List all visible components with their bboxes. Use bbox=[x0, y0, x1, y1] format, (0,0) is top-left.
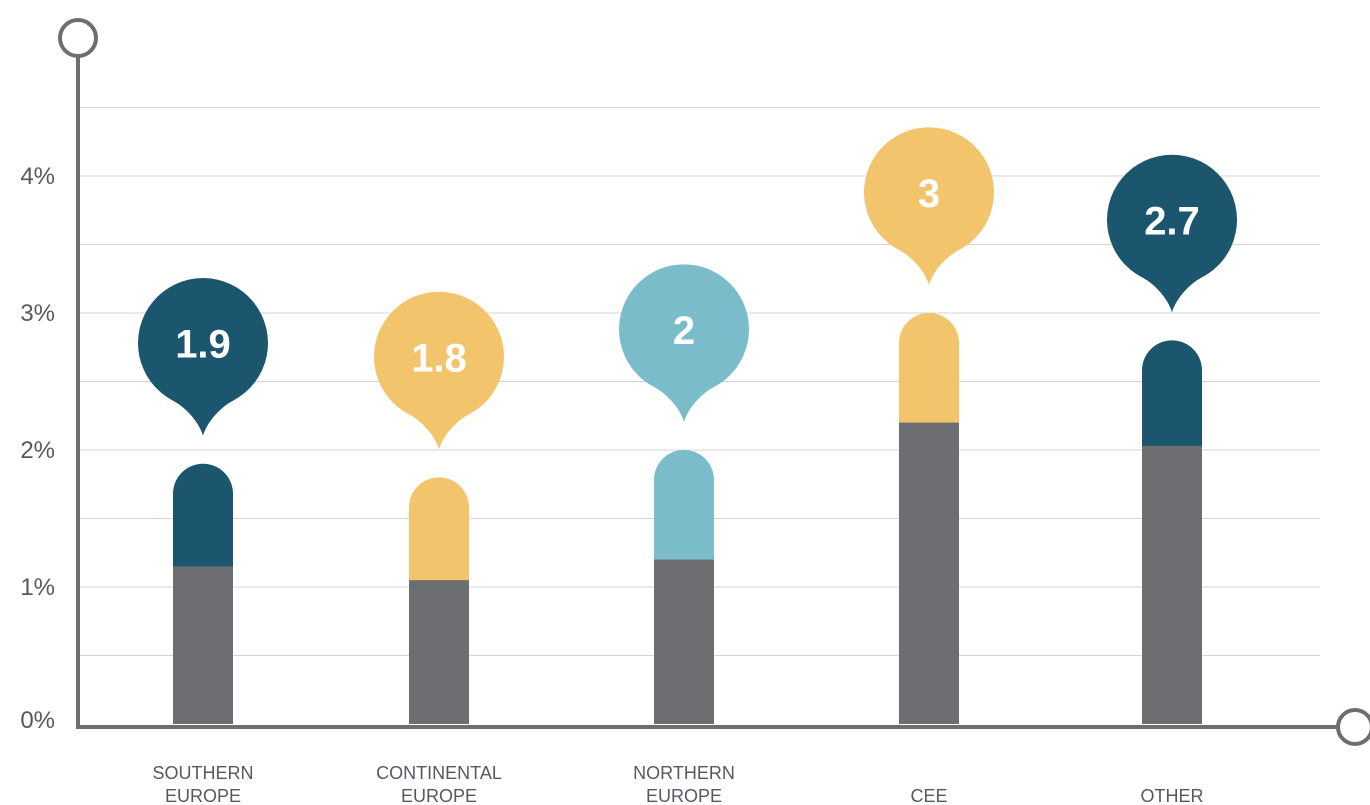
category-label: NORTHERN bbox=[633, 763, 735, 783]
value-bubble bbox=[1107, 154, 1237, 313]
value-bubble-label: 1.8 bbox=[411, 336, 467, 380]
category-label: SOUTHERN bbox=[152, 763, 253, 783]
category-label: OTHER bbox=[1141, 786, 1204, 805]
value-bubble-label: 1.9 bbox=[175, 323, 231, 367]
y-tick-label: 3% bbox=[20, 300, 55, 327]
category-labels: SOUTHERN EUROPE CONTINENTAL EUROPE NORTHERN E… bbox=[152, 763, 1203, 805]
value-bubble bbox=[864, 127, 994, 285]
category-label: CONTINENTAL bbox=[376, 763, 502, 783]
bar-bottom-segment bbox=[899, 422, 959, 724]
x-axis-end-circle bbox=[1336, 708, 1370, 746]
bar-top-segment bbox=[1142, 340, 1202, 448]
bar-bottom-segment bbox=[409, 580, 469, 724]
bar-bottom-segment bbox=[173, 566, 233, 724]
bar-bottom-segment bbox=[1142, 445, 1202, 724]
bar-bottom-segment bbox=[654, 559, 714, 724]
y-tick-label: 2% bbox=[20, 437, 55, 464]
category-label: EUROPE bbox=[646, 786, 722, 805]
value-bubble bbox=[619, 264, 750, 422]
bar-top-segment bbox=[409, 477, 469, 583]
value-bubble bbox=[374, 291, 504, 450]
y-axis-end-circle bbox=[58, 18, 98, 58]
bar-top-segment bbox=[173, 463, 233, 569]
category-label: EUROPE bbox=[401, 786, 477, 805]
y-tick-label: 0% bbox=[20, 707, 55, 734]
y-tick-label: 1% bbox=[20, 574, 55, 601]
category-label: CEE bbox=[910, 786, 947, 805]
bar-top-segment bbox=[654, 450, 714, 562]
category-label: EUROPE bbox=[165, 786, 241, 805]
value-bubble-label: 2.7 bbox=[1144, 199, 1200, 243]
bar-top-segment bbox=[899, 313, 959, 425]
axes bbox=[58, 18, 1370, 746]
bars bbox=[173, 313, 1202, 724]
y-tick-labels: 0% 1% 2% 3% 4% bbox=[20, 163, 55, 734]
value-bubble-label: 2 bbox=[673, 309, 695, 353]
value-bubble-label: 3 bbox=[918, 172, 940, 216]
y-tick-label: 4% bbox=[20, 163, 55, 190]
value-bubble bbox=[138, 278, 269, 436]
value-bubbles: 1.9 1.8 2 3 2.7 bbox=[138, 127, 1237, 450]
